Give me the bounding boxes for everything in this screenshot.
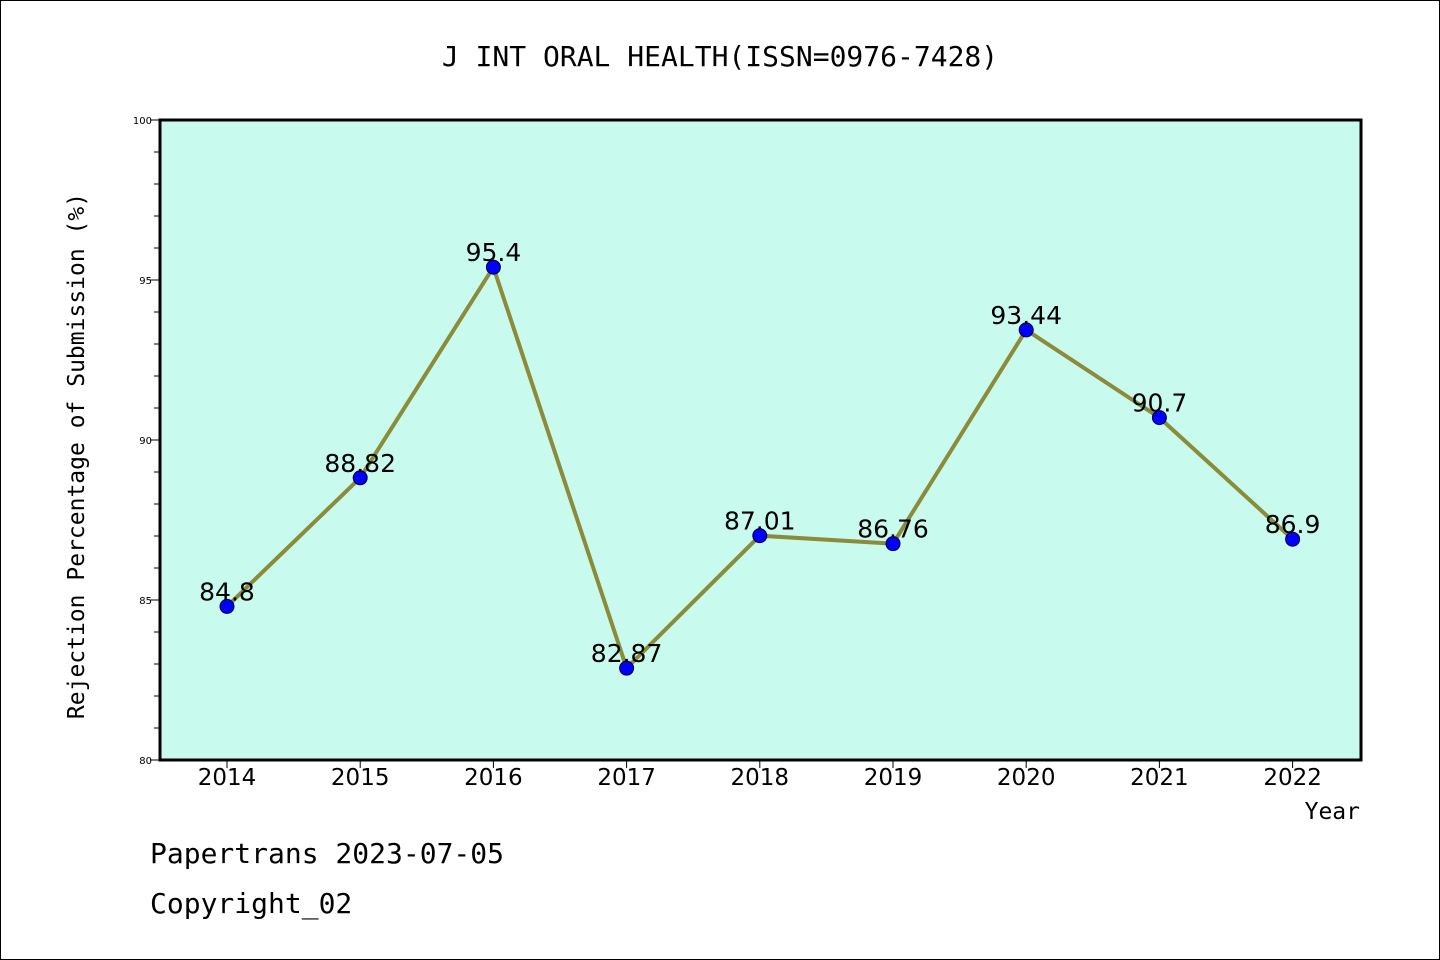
- footer-copyright: Copyright_02: [150, 887, 352, 921]
- x-tick-label: 2016: [464, 765, 523, 791]
- plot-frame: [158, 118, 1363, 762]
- data-point: [352, 470, 368, 486]
- data-point: [1285, 531, 1301, 547]
- data-label: 86.9: [1265, 510, 1321, 539]
- data-point: [619, 660, 635, 676]
- data-label: 86.76: [857, 515, 929, 544]
- x-axis-label: Year: [1305, 799, 1360, 825]
- data-label: 84.8: [199, 577, 255, 606]
- series-group: 84.8 88.82 95.4 82.87 87.01 86.76 93.44 90.7 86.…: [199, 238, 1321, 676]
- data-point: [219, 598, 235, 614]
- x-tick-label: 2017: [597, 765, 656, 791]
- chart-title: J INT ORAL HEALTH(ISSN=0976-7428): [442, 40, 998, 73]
- plot-area: [160, 120, 1361, 760]
- data-point: [1151, 410, 1167, 426]
- data-label: 90.7: [1132, 389, 1188, 418]
- data-label: 87.01: [724, 507, 796, 536]
- footer-source: Papertrans 2023-07-05: [150, 837, 504, 870]
- x-tick-label: 2019: [864, 765, 923, 791]
- y-tick-label: 90: [139, 436, 152, 447]
- y-tick-label: 95: [139, 276, 152, 287]
- y-tick-label: 80: [139, 756, 152, 767]
- y-axis-ticks: 80 85 90 95 100: [133, 116, 160, 767]
- y-tick-label: 85: [139, 596, 152, 607]
- x-tick-label: 2018: [731, 765, 790, 791]
- y-tick-label: 100: [133, 116, 152, 127]
- data-label: 95.4: [466, 238, 522, 267]
- x-tick-label: 2020: [997, 765, 1056, 791]
- data-point: [1018, 322, 1034, 338]
- data-label: 88.82: [324, 449, 396, 478]
- x-tick-label: 2021: [1130, 765, 1189, 791]
- y-axis-label: Rejection Percentage of Submission (%): [64, 193, 90, 719]
- data-point: [485, 259, 501, 275]
- data-point: [752, 528, 768, 544]
- x-tick-label: 2022: [1263, 765, 1322, 791]
- data-label: 82.87: [591, 639, 663, 668]
- data-point: [885, 536, 901, 552]
- data-label: 93.44: [990, 301, 1062, 330]
- x-tick-label: 2015: [331, 765, 390, 791]
- x-tick-label: 2014: [198, 765, 257, 791]
- x-axis-ticks: 2014 2015 2016 2017 2018 2019 2020 2021 2022: [198, 760, 1322, 791]
